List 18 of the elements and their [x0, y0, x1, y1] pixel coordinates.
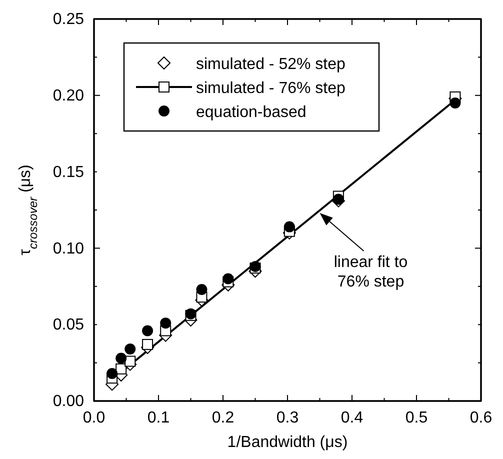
annotation: linear fit to 76% step — [334, 254, 408, 290]
y-tick-label: 0.15 — [52, 164, 84, 181]
x-tick-label: 0.2 — [212, 409, 234, 426]
x-tick-label: 0.5 — [405, 409, 428, 426]
x-tick-label: 0.3 — [276, 409, 299, 426]
x-tick-label: 0.0 — [82, 409, 106, 426]
y-tick-label: 0.00 — [52, 393, 84, 410]
y-tick-label: 0.10 — [52, 240, 84, 258]
x-tick-label: 0.1 — [147, 409, 170, 426]
legend-label: simulated - 52% step — [196, 56, 346, 73]
y-tick-label: 0.25 — [52, 11, 84, 28]
x-tick-label: 0.6 — [470, 409, 492, 426]
y-tick-label: 0.05 — [52, 316, 84, 334]
legend-label: equation-based — [196, 104, 306, 121]
y-tick-label: 0.20 — [52, 88, 84, 105]
x-tick-label: 0.4 — [340, 409, 364, 426]
x-axis-title: 1/Bandwidth (μs) — [227, 434, 348, 451]
legend-label: simulated - 76% step — [196, 80, 346, 97]
